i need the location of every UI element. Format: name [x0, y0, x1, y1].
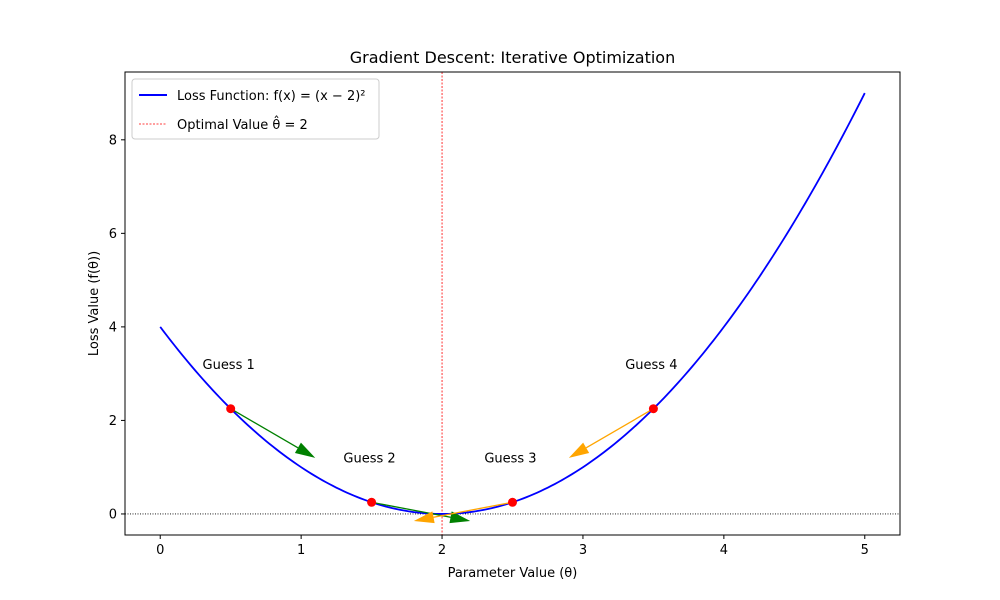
gradient-arrow-4 [568, 408, 654, 458]
arrow-head [413, 511, 435, 524]
arrow-shaft [433, 501, 513, 518]
guess-point-4 [648, 404, 658, 414]
gradient-arrow-1 [230, 408, 316, 458]
guess-point-1 [226, 404, 236, 414]
x-tick-label: 4 [720, 543, 728, 558]
guess-point-3 [508, 497, 517, 507]
y-axis: 0 2 4 6 8 [109, 133, 125, 522]
gradient-arrow-3 [413, 501, 513, 524]
chart-title: Gradient Descent: Iterative Optimization [350, 48, 675, 67]
arrow-layer [230, 408, 654, 524]
legend: Loss Function: f(x) = (x − 2)² Optimal V… [131, 78, 380, 140]
plot-frame [124, 71, 901, 536]
x-tick-label: 2 [438, 543, 446, 558]
legend-entry-loss-function: Loss Function: f(x) = (x − 2)² [177, 89, 366, 104]
guess-point-2 [367, 497, 377, 507]
x-tick-label: 0 [156, 543, 164, 558]
y-tick-label: 2 [109, 414, 117, 429]
gradient-arrow-2 [371, 501, 471, 524]
y-tick-label: 6 [109, 227, 117, 242]
arrow-shaft [230, 408, 299, 449]
reference-lines [125, 72, 900, 535]
arrow-head [449, 511, 471, 524]
arrow-shaft [371, 501, 451, 518]
x-tick-label: 5 [861, 543, 869, 558]
point-layer [226, 404, 658, 507]
x-tick-label: 1 [297, 543, 305, 558]
x-tick-label: 3 [579, 543, 587, 558]
annotation-layer: Guess 1 Guess 2 Guess 3 Guess 4 [203, 358, 678, 467]
y-axis-label: Loss Value (f(θ)) [87, 251, 102, 356]
legend-box [131, 78, 380, 140]
annotation-guess-4: Guess 4 [625, 358, 677, 373]
y-tick-label: 0 [109, 507, 117, 522]
annotation-guess-3: Guess 3 [484, 452, 536, 467]
legend-entry-optimal-value: Optimal Value θ̂ = 2 [177, 116, 308, 133]
y-tick-label: 8 [109, 133, 117, 148]
annotation-guess-1: Guess 1 [203, 358, 255, 373]
arrow-head [294, 442, 316, 458]
x-axis: 0 1 2 3 4 5 [156, 535, 869, 558]
arrow-head [568, 442, 590, 458]
arrow-shaft [585, 408, 654, 449]
annotation-guess-2: Guess 2 [343, 452, 395, 467]
y-tick-label: 4 [109, 320, 117, 335]
x-axis-label: Parameter Value (θ) [448, 566, 578, 581]
